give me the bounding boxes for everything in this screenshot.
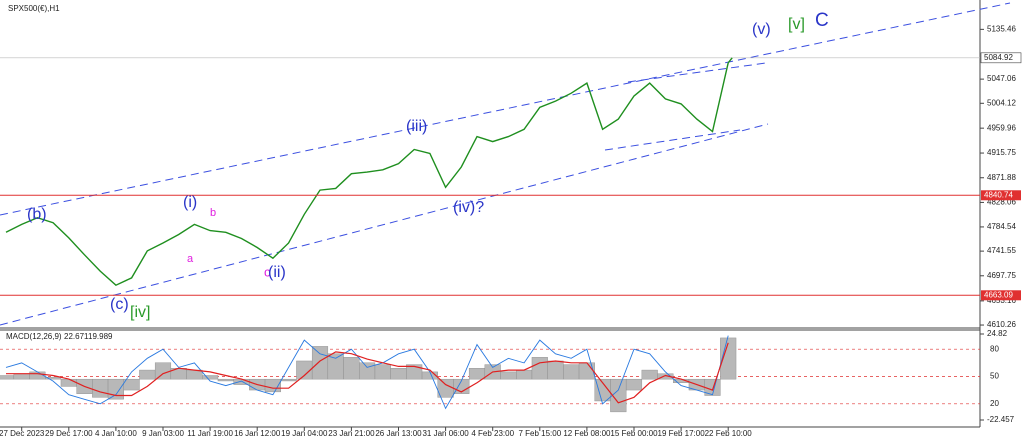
y-tick-label: 4610.26 <box>987 320 1016 329</box>
histogram-bar <box>610 378 627 413</box>
wave-label: (i) <box>183 194 197 211</box>
histogram-bar <box>123 378 140 391</box>
x-tick-label: 16 Jan 12:00 <box>234 429 281 438</box>
indicator-value: 22.671 <box>64 332 89 341</box>
indicator-value: 19.989 <box>88 332 113 341</box>
channel-lines <box>0 2 1011 326</box>
histogram-bar <box>516 369 533 380</box>
x-tick-label: 11 Jan 19:00 <box>187 429 233 438</box>
histogram-bar <box>547 360 564 380</box>
channel-upper <box>0 2 1011 216</box>
histogram-bar <box>578 362 595 380</box>
x-tick-label: 19 Jan 04:00 <box>281 429 328 438</box>
y-tick-label: 4828.06 <box>987 198 1016 207</box>
y-tick-label: 5047.06 <box>987 74 1016 83</box>
histogram-bar <box>107 378 124 400</box>
x-tick-label: 15 Feb 00:00 <box>610 429 658 438</box>
chart-title: SPX500(€),H1 <box>8 4 60 13</box>
histogram-bar <box>390 368 407 380</box>
y-tick-label: 5004.12 <box>987 98 1016 107</box>
x-tick-label: 26 Jan 13:00 <box>375 429 422 438</box>
y-tick-label: 4653.16 <box>987 296 1016 305</box>
x-tick-label: 29 Dec 17:00 <box>45 429 93 438</box>
histogram-bar <box>720 337 737 380</box>
x-tick-label: 31 Jan 06:00 <box>422 429 469 438</box>
histogram-bar <box>92 378 109 398</box>
y-tick-label: 4871.88 <box>987 173 1016 182</box>
histogram-bar <box>202 375 219 380</box>
histogram-bar <box>563 364 580 380</box>
wave-label: (ii) <box>268 264 286 281</box>
y-tick-label: -22.457 <box>987 415 1015 424</box>
level-label-box <box>981 190 1021 201</box>
indicator-title: MACD(12,26,9) <box>6 332 62 341</box>
wave-label: (v) <box>752 21 771 38</box>
histogram-bar <box>45 377 62 380</box>
histogram-bar <box>139 369 156 380</box>
x-tick-label: 19 Feb 17:00 <box>658 429 706 438</box>
x-tick-label: 27 Dec 2023 <box>0 429 45 438</box>
wave-label: b <box>210 207 216 219</box>
x-tick-label: 4 Feb 23:00 <box>471 429 514 438</box>
current-price-box <box>980 52 1022 64</box>
wave-label: c <box>264 264 271 279</box>
wedge-upper <box>627 62 767 83</box>
x-tick-label: 22 Feb 10:00 <box>705 429 753 438</box>
y-tick-label: 4784.54 <box>987 222 1016 231</box>
wave-label: C <box>815 10 829 31</box>
level-label-box <box>981 290 1021 301</box>
current-price-label: 5084.92 <box>984 53 1013 62</box>
histogram-bar <box>186 369 203 380</box>
histogram-bar <box>327 353 344 380</box>
histogram-bar <box>625 378 643 391</box>
y-tick-label: 24.82 <box>987 329 1008 338</box>
y-tick-label: 4697.75 <box>987 271 1016 280</box>
y-tick-label: 4915.75 <box>987 148 1016 157</box>
wave-label: (b) <box>27 206 47 223</box>
wedge-lower <box>604 129 741 151</box>
wave-label: a <box>187 253 194 265</box>
y-tick-label: 5135.46 <box>987 24 1016 33</box>
x-tick-label: 23 Jan 21:00 <box>328 429 375 438</box>
histogram-bar <box>641 369 658 380</box>
y-tick-label: 4741.55 <box>987 246 1016 255</box>
wave-label: (iv)? <box>453 199 484 216</box>
y2-tick-label: 80 <box>990 344 999 353</box>
x-tick-label: 4 Jan 10:00 <box>95 429 137 438</box>
histogram-bar <box>154 362 172 380</box>
x-tick-label: 9 Jan 03:00 <box>142 429 184 438</box>
x-tick-label: 7 Feb 15:00 <box>518 429 561 438</box>
price-line <box>5 62 729 287</box>
histogram-bar <box>531 357 548 380</box>
histogram-bar <box>359 362 376 380</box>
histogram-bar <box>0 375 15 380</box>
channel-lower <box>0 123 769 326</box>
y2-tick-label: 20 <box>990 399 999 408</box>
histogram-bar <box>60 378 77 387</box>
wave-label: [iv] <box>130 304 150 321</box>
wave-label: [v] <box>788 16 805 33</box>
x-tick-label: 12 Feb 08:00 <box>563 429 611 438</box>
y2-tick-label: 50 <box>990 372 999 381</box>
histogram-bar <box>343 357 360 380</box>
wave-label: (iii) <box>406 118 427 135</box>
histogram-bar <box>217 378 234 382</box>
y-tick-label: 4959.96 <box>987 123 1016 132</box>
histogram-bar <box>374 364 391 380</box>
wave-label: (c) <box>110 296 129 313</box>
histogram-bar <box>13 373 30 380</box>
signal-line <box>6 342 729 404</box>
current-price-tail <box>727 57 733 64</box>
histogram-bar <box>500 371 517 380</box>
histogram-bar <box>311 346 329 380</box>
histogram-bar <box>280 378 297 382</box>
histogram-bar <box>657 373 674 380</box>
level-label: 4663.09 <box>984 290 1013 299</box>
histogram-bar <box>468 368 486 380</box>
oscillator-line <box>5 335 729 410</box>
level-label: 4840.74 <box>984 190 1013 199</box>
